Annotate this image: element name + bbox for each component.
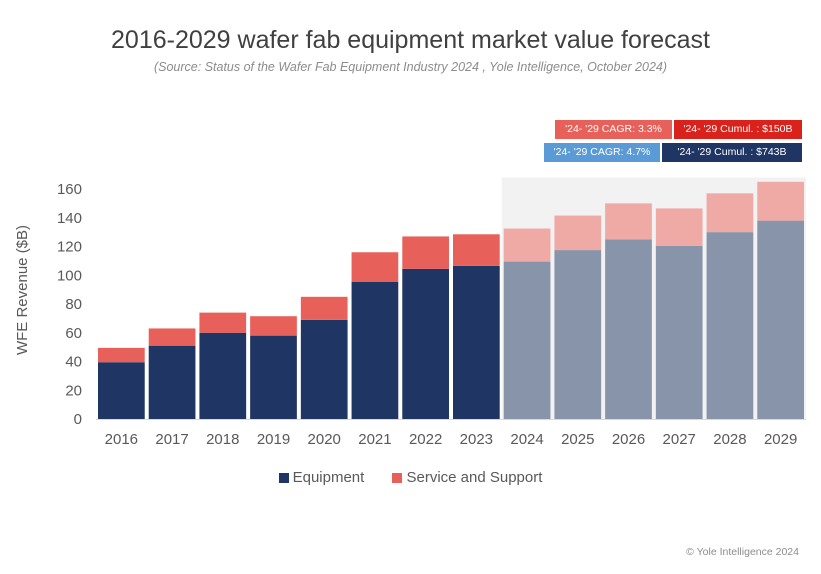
bar-service-and-support-2018	[199, 312, 247, 333]
bar-equipment-2026	[605, 239, 652, 419]
equipment-swatch	[278, 472, 289, 483]
y-axis-label: WFE Revenue ($B)	[14, 225, 31, 355]
x-tick-label: 2017	[155, 431, 188, 448]
bar-service-and-support-2025	[554, 215, 602, 251]
chart-subtitle: (Source: Status of the Wafer Fab Equipme…	[153, 60, 668, 74]
forecast-background	[501, 177, 806, 419]
bar-equipment-2017	[148, 345, 196, 419]
bar-service-and-support-2028	[706, 193, 754, 233]
bar-equipment-2025	[554, 250, 602, 419]
x-tick-label: 2026	[612, 431, 645, 448]
bar-equipment-2023	[453, 265, 500, 419]
legend-item-equipment: Equipment	[278, 469, 365, 486]
bar-service-and-support-2021	[351, 252, 399, 282]
y-tick-label: 100	[57, 267, 82, 284]
x-tick-label: 2025	[561, 431, 594, 448]
y-tick-label: 80	[65, 296, 82, 313]
x-tick-label: 2029	[764, 431, 797, 448]
bar-equipment-2019	[250, 335, 297, 419]
bar-equipment-2020	[300, 319, 348, 419]
bar-service-and-support-2026	[605, 203, 652, 240]
bar-equipment-2021	[351, 281, 399, 419]
bar-equipment-2018	[199, 332, 247, 419]
y-tick-label: 40	[65, 354, 82, 371]
y-tick-label: 140	[57, 210, 82, 227]
legend-label-service-and-support: Service and Support	[406, 469, 543, 486]
bar-equipment-2016	[98, 362, 145, 419]
x-tick-label: 2024	[510, 431, 543, 448]
x-tick-label: 2018	[206, 431, 239, 448]
x-tick-label: 2016	[105, 431, 138, 448]
bar-equipment-2029	[757, 220, 804, 419]
service-and-support-swatch	[392, 472, 403, 483]
y-tick-label: 20	[65, 382, 82, 399]
bar-equipment-2024	[503, 261, 551, 419]
bar-service-and-support-2016	[98, 347, 145, 363]
x-tick-label: 2021	[358, 431, 391, 448]
chart-title: 2016-2029 wafer fab equipment market val…	[111, 26, 710, 54]
copyright-text: © Yole Intelligence 2024	[686, 546, 799, 558]
service-cagr-box: '24- '29 CAGR: 3.3%	[555, 120, 672, 139]
bar-chart: 2016 2017 2018 2019 2020 2021 2022 2023 2024 2025…	[14, 177, 806, 448]
y-tick-label: 0	[74, 411, 82, 428]
bar-service-and-support-2017	[148, 328, 196, 346]
legend-item-service-and-support: Service and Support	[392, 469, 542, 486]
x-tick-label: 2028	[713, 431, 746, 448]
service-cumulative-box: '24- '29 Cumul. : $150B	[674, 120, 802, 139]
x-tick-label: 2027	[663, 431, 696, 448]
bar-equipment-2028	[706, 232, 754, 419]
x-tick-label: 2020	[308, 431, 341, 448]
equipment-cagr-box: '24- '29 CAGR: 4.7%	[544, 143, 660, 162]
bar-equipment-2027	[655, 245, 703, 419]
x-tick-label: 2019	[257, 431, 290, 448]
y-tick-label: 120	[57, 239, 82, 256]
legend-label-equipment: Equipment	[292, 469, 365, 486]
bar-service-and-support-2020	[300, 296, 348, 320]
x-tick-label: 2023	[460, 431, 493, 448]
bar-equipment-2022	[402, 268, 449, 419]
bar-service-and-support-2024	[503, 228, 551, 262]
bar-service-and-support-2029	[757, 181, 804, 221]
y-tick-label: 160	[57, 181, 82, 198]
y-tick-label: 60	[65, 325, 82, 342]
bar-service-and-support-2027	[655, 208, 703, 246]
bar-service-and-support-2019	[250, 316, 297, 336]
bar-service-and-support-2023	[453, 234, 500, 266]
bar-service-and-support-2022	[402, 236, 449, 269]
equipment-cumulative-box: '24- '29 Cumul. : $743B	[662, 143, 802, 162]
x-tick-label: 2022	[409, 431, 442, 448]
legend: Equipment Service and Support	[0, 469, 821, 487]
